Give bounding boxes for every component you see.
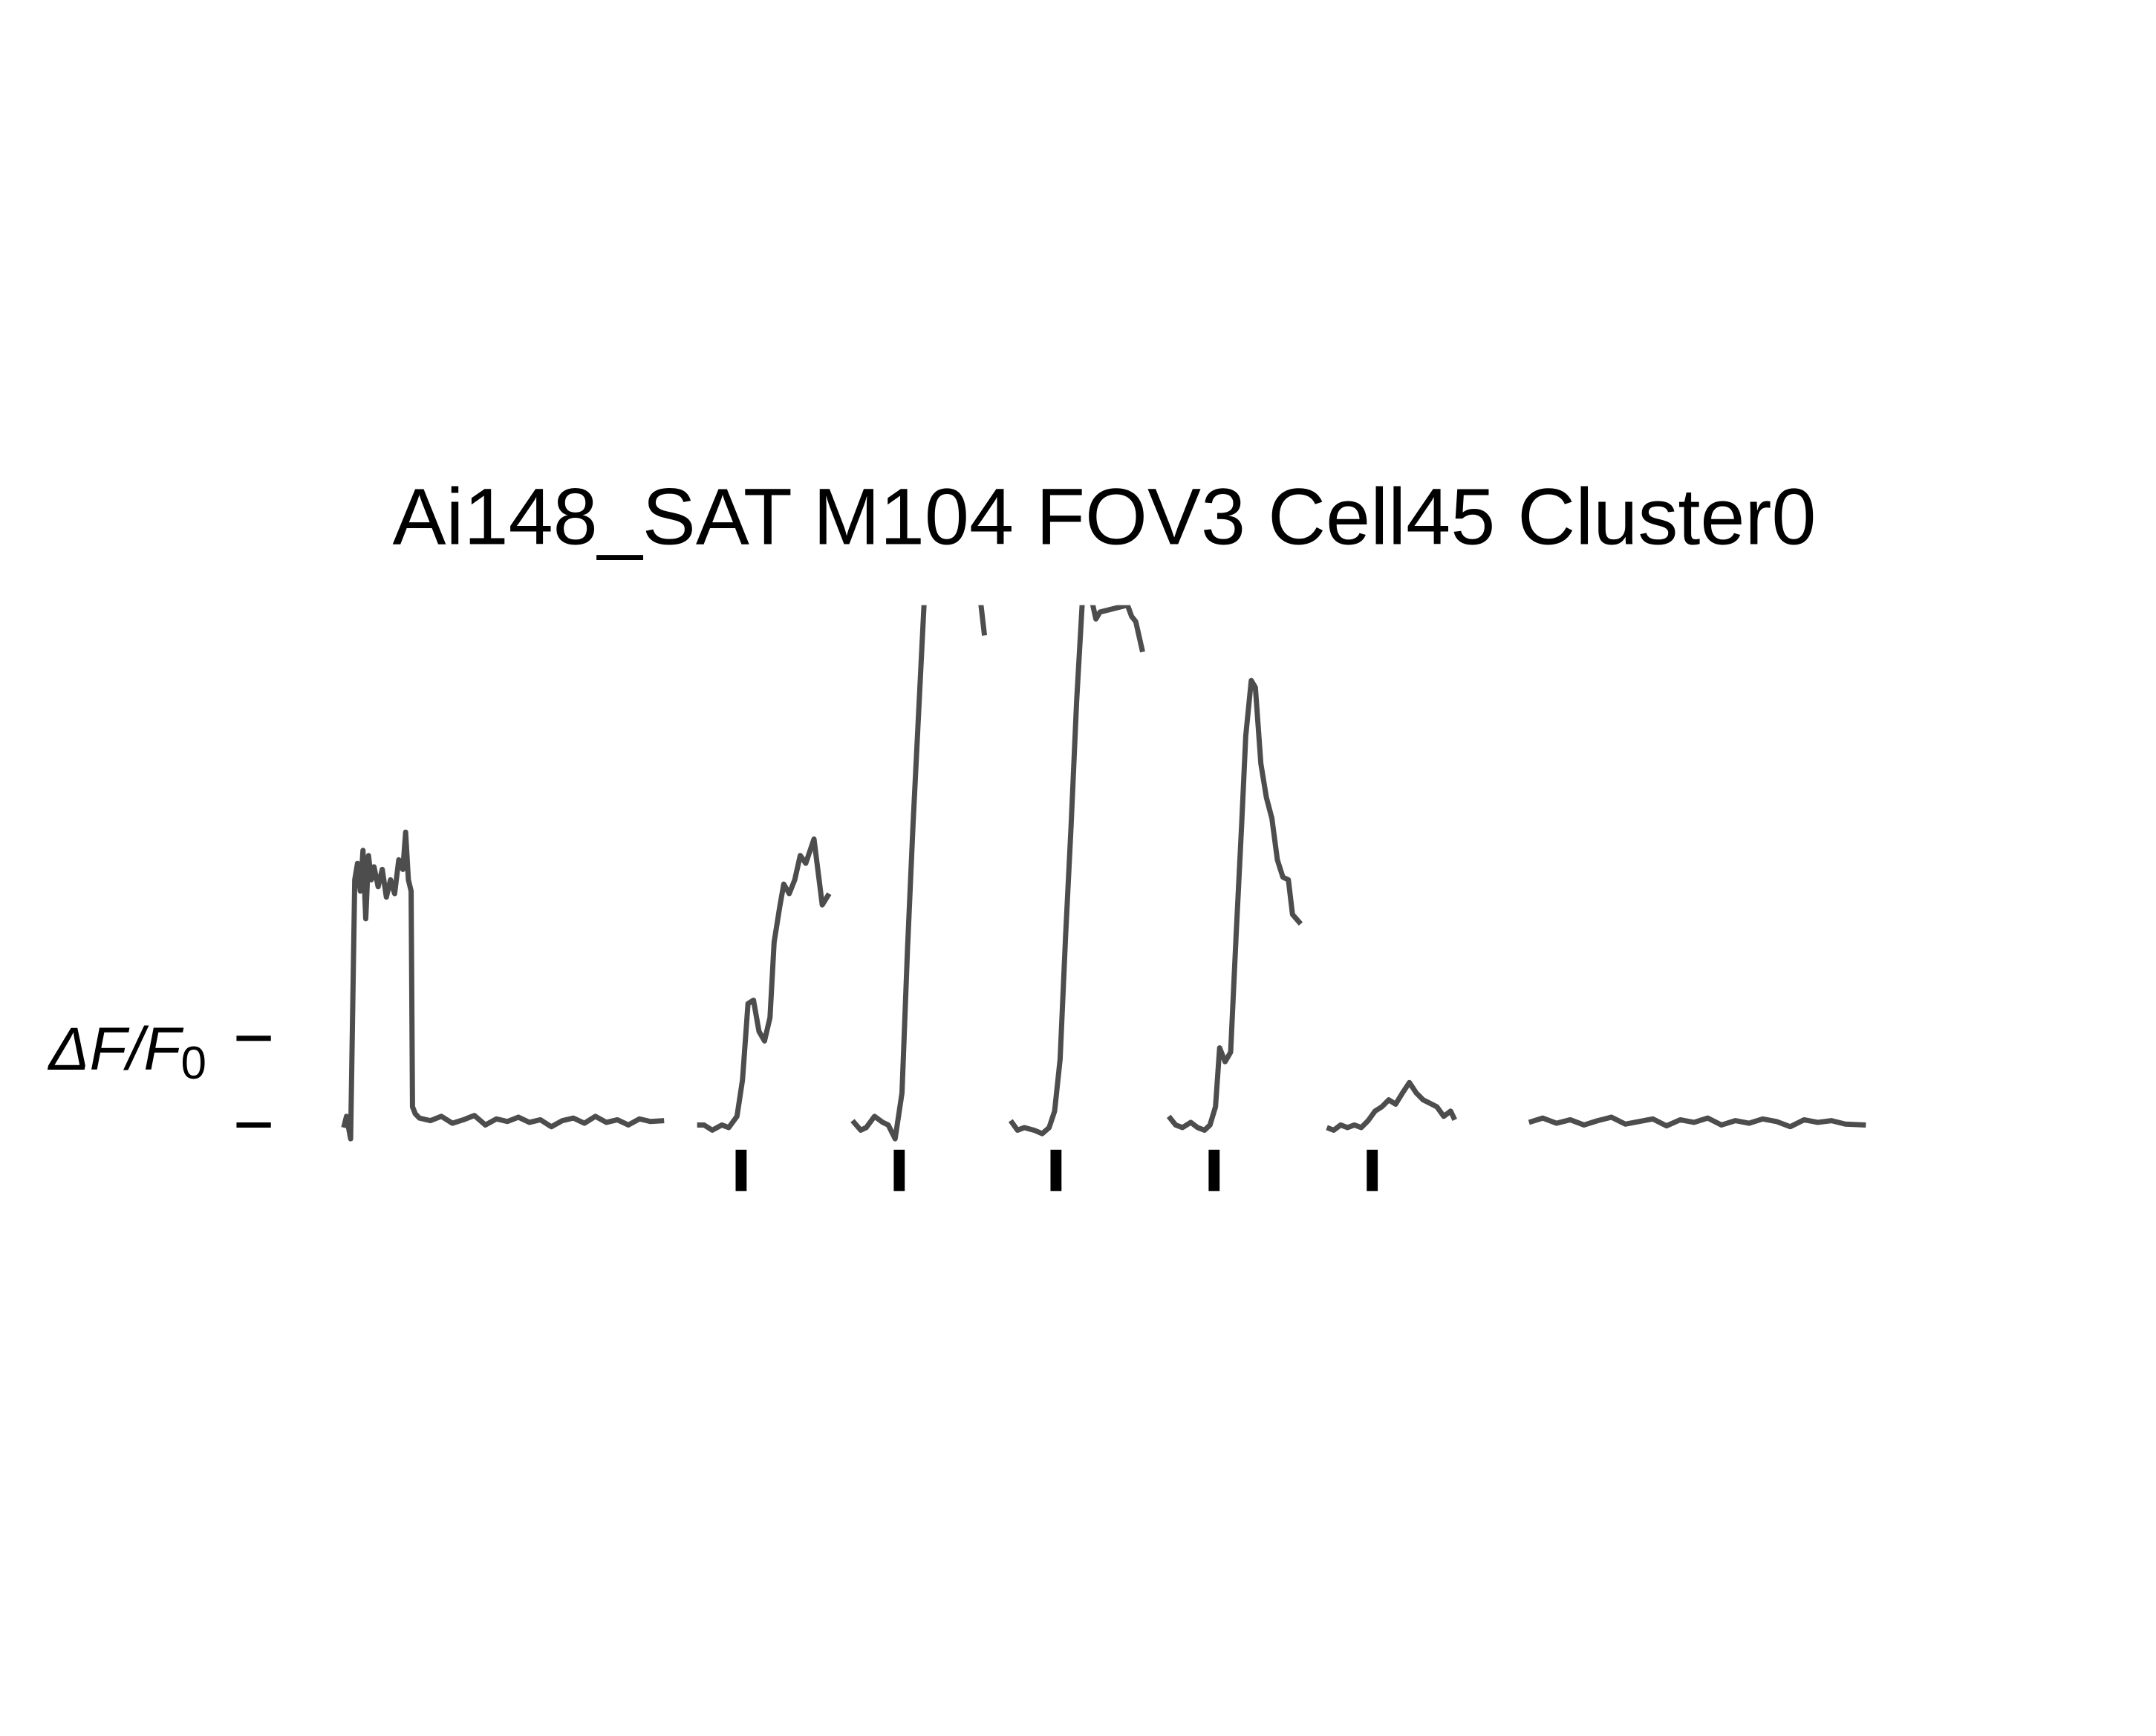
stimulus-marker — [735, 1149, 747, 1192]
trace-line — [1008, 605, 1145, 1137]
trace-line — [341, 829, 665, 1142]
trace-line — [697, 836, 832, 1133]
trace-line — [1326, 1079, 1457, 1133]
chart-title: Ai148_SAT M104 FOV3 Cell45 Cluster0 — [393, 472, 1817, 562]
stimulus-marker — [1208, 1149, 1220, 1192]
scale-label: ΔF/F0 — [48, 1015, 206, 1090]
scale-label-main: ΔF/F — [48, 1015, 184, 1083]
traces — [341, 605, 1866, 1142]
trace-line — [850, 605, 988, 1142]
trace-line — [1166, 677, 1303, 1133]
stimulus-marker — [1050, 1149, 1062, 1192]
trace-line — [1528, 1114, 1866, 1130]
scale-label-sub: 0 — [181, 1038, 206, 1089]
stimulus-marker — [1367, 1149, 1378, 1192]
stimulus-marker — [893, 1149, 905, 1192]
